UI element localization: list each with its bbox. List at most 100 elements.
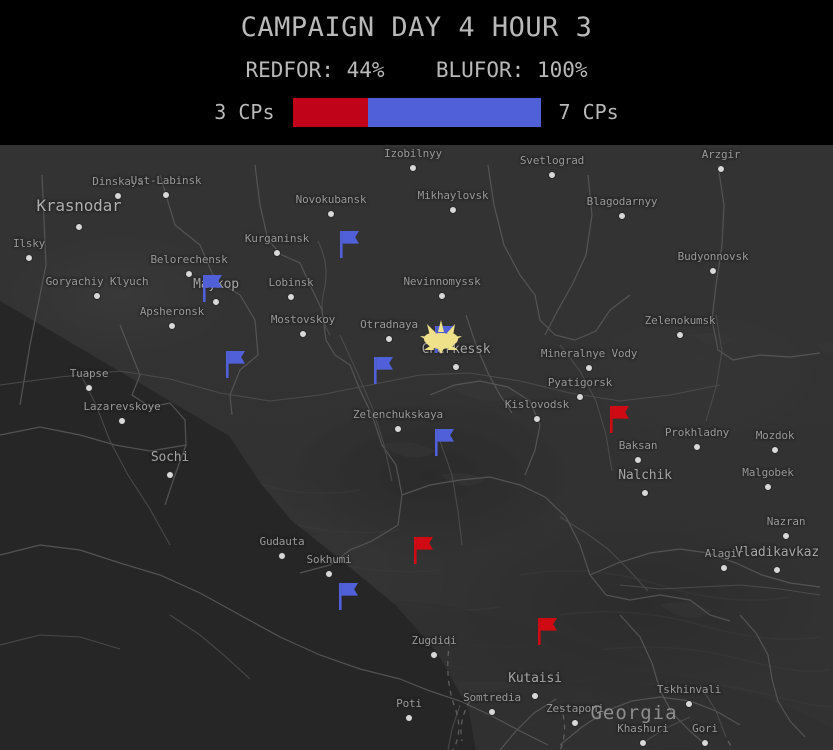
campaign-map[interactable]: Dinskaya Ust-Labinsk Krasnodar Ilsky Belorec… xyxy=(0,145,833,750)
city-dot-icon xyxy=(85,384,93,392)
blufor-control-point-flag-icon[interactable] xyxy=(340,230,362,258)
redfor-control-point-flag-icon[interactable] xyxy=(538,617,560,645)
country-label: Georgia xyxy=(590,702,678,724)
city-dot-icon xyxy=(701,739,709,747)
city-label: Ilsky xyxy=(12,237,46,250)
city-dot-icon xyxy=(409,164,417,172)
city-dot-icon xyxy=(166,471,174,479)
city-dot-icon xyxy=(385,335,393,343)
city-label: Apsheronsk xyxy=(139,305,205,318)
city-dot-icon xyxy=(764,483,772,491)
city-dot-icon xyxy=(639,739,647,747)
city-dot-icon xyxy=(488,708,496,716)
city-dot-icon xyxy=(676,331,684,339)
city-label: Kurganinsk xyxy=(244,232,310,245)
city-label: Nevinnomyssk xyxy=(403,275,481,288)
city-label: Ust-Labinsk xyxy=(130,174,202,187)
city-dot-icon xyxy=(394,425,402,433)
city-dot-icon xyxy=(717,165,725,173)
city-label: Mineralnye Vody xyxy=(540,347,638,360)
city-label: Vladikavkaz xyxy=(735,545,819,560)
city-dot-icon xyxy=(693,443,701,451)
blufor-strength-label: BLUFOR: 100% xyxy=(435,58,588,82)
control-point-bar-red-segment xyxy=(292,97,369,127)
faction-strength-row: REDFOR: 44% BLUFOR: 100% xyxy=(0,58,833,82)
blufor-control-point-flag-icon[interactable] xyxy=(435,428,457,456)
city-label: Nazran xyxy=(766,515,806,528)
city-dot-icon xyxy=(185,270,193,278)
city-label: Poti xyxy=(396,697,422,710)
redfor-control-point-flag-icon[interactable] xyxy=(414,536,436,564)
city-label: Prokhladny xyxy=(664,426,730,439)
city-label: Zugdidi xyxy=(411,634,457,647)
city-dot-icon xyxy=(685,700,693,708)
city-dot-icon xyxy=(93,292,101,300)
blufor-control-point-flag-icon[interactable] xyxy=(226,350,248,378)
campaign-hud: CAMPAIGN DAY 4 HOUR 3 REDFOR: 44% BLUFOR… xyxy=(0,0,833,145)
engagement-explosion-icon[interactable] xyxy=(419,320,463,360)
city-label: Krasnodar xyxy=(36,196,122,215)
control-point-bar xyxy=(292,97,541,127)
city-dot-icon xyxy=(720,564,728,572)
redfor-control-point-flag-icon[interactable] xyxy=(610,405,632,433)
city-dot-icon xyxy=(449,206,457,214)
city-dot-icon xyxy=(618,212,626,220)
blufor-control-point-flag-icon[interactable] xyxy=(374,356,396,384)
city-dot-icon xyxy=(531,692,539,700)
city-dot-icon xyxy=(438,292,446,300)
control-point-bar-row: 3 CPs 7 CPs xyxy=(0,97,833,127)
city-label: Malgobek xyxy=(742,466,794,479)
city-dot-icon xyxy=(287,293,295,301)
city-label: Novokubansk xyxy=(295,193,367,206)
city-dot-icon xyxy=(325,570,333,578)
city-label: Arzgir xyxy=(701,148,741,161)
city-label: Zelenchukskaya xyxy=(353,408,443,421)
city-dot-icon xyxy=(168,322,176,330)
city-dot-icon xyxy=(585,364,593,372)
city-label: Tskhinvali xyxy=(656,683,722,696)
city-label: Otradnaya xyxy=(360,318,418,331)
city-label: Izobilnyy xyxy=(384,147,442,160)
city-label: Lazarevskoye xyxy=(83,400,161,413)
city-label: Gudauta xyxy=(259,535,305,548)
city-label: Blagodarnyy xyxy=(586,195,658,208)
city-dot-icon xyxy=(162,191,170,199)
city-dot-icon xyxy=(327,210,335,218)
city-dot-icon xyxy=(452,363,460,371)
city-label: Zelenokumsk xyxy=(644,314,716,327)
city-dot-icon xyxy=(782,532,790,540)
city-dot-icon xyxy=(430,651,438,659)
city-label: Budyonnovsk xyxy=(677,250,749,263)
city-label: Tuapse xyxy=(69,367,109,380)
map-vector-layer xyxy=(0,164,821,750)
city-label: Alagir xyxy=(704,547,744,560)
city-dot-icon xyxy=(405,714,413,722)
city-dot-icon xyxy=(709,267,717,275)
blufor-control-point-flag-icon[interactable] xyxy=(203,274,225,302)
city-label: Kutaisi xyxy=(508,671,562,686)
city-label: Mostovskoy xyxy=(270,313,336,326)
blufor-control-point-flag-icon[interactable] xyxy=(339,582,361,610)
city-dot-icon xyxy=(576,393,584,401)
blufor-cp-count: 7 CPs xyxy=(558,100,619,124)
city-dot-icon xyxy=(25,254,33,262)
city-label: Khashuri xyxy=(617,722,669,735)
city-dot-icon xyxy=(641,489,649,497)
city-label: Lobinsk xyxy=(268,276,314,289)
city-dot-icon xyxy=(299,330,307,338)
city-dot-icon xyxy=(75,223,83,231)
city-label: Sokhumi xyxy=(306,553,352,566)
city-dot-icon xyxy=(278,552,286,560)
control-point-bar-blue-segment xyxy=(368,97,541,127)
redfor-strength-label: REDFOR: 44% xyxy=(245,58,385,82)
city-dot-icon xyxy=(571,719,579,727)
city-label: Pyatigorsk xyxy=(547,376,613,389)
redfor-cp-count: 3 CPs xyxy=(214,100,275,124)
city-label: Kislovodsk xyxy=(504,398,570,411)
city-dot-icon xyxy=(273,249,281,257)
city-dot-icon xyxy=(212,298,220,306)
city-dot-icon xyxy=(634,456,642,464)
city-label: Nalchik xyxy=(618,468,672,483)
city-dot-icon xyxy=(533,415,541,423)
